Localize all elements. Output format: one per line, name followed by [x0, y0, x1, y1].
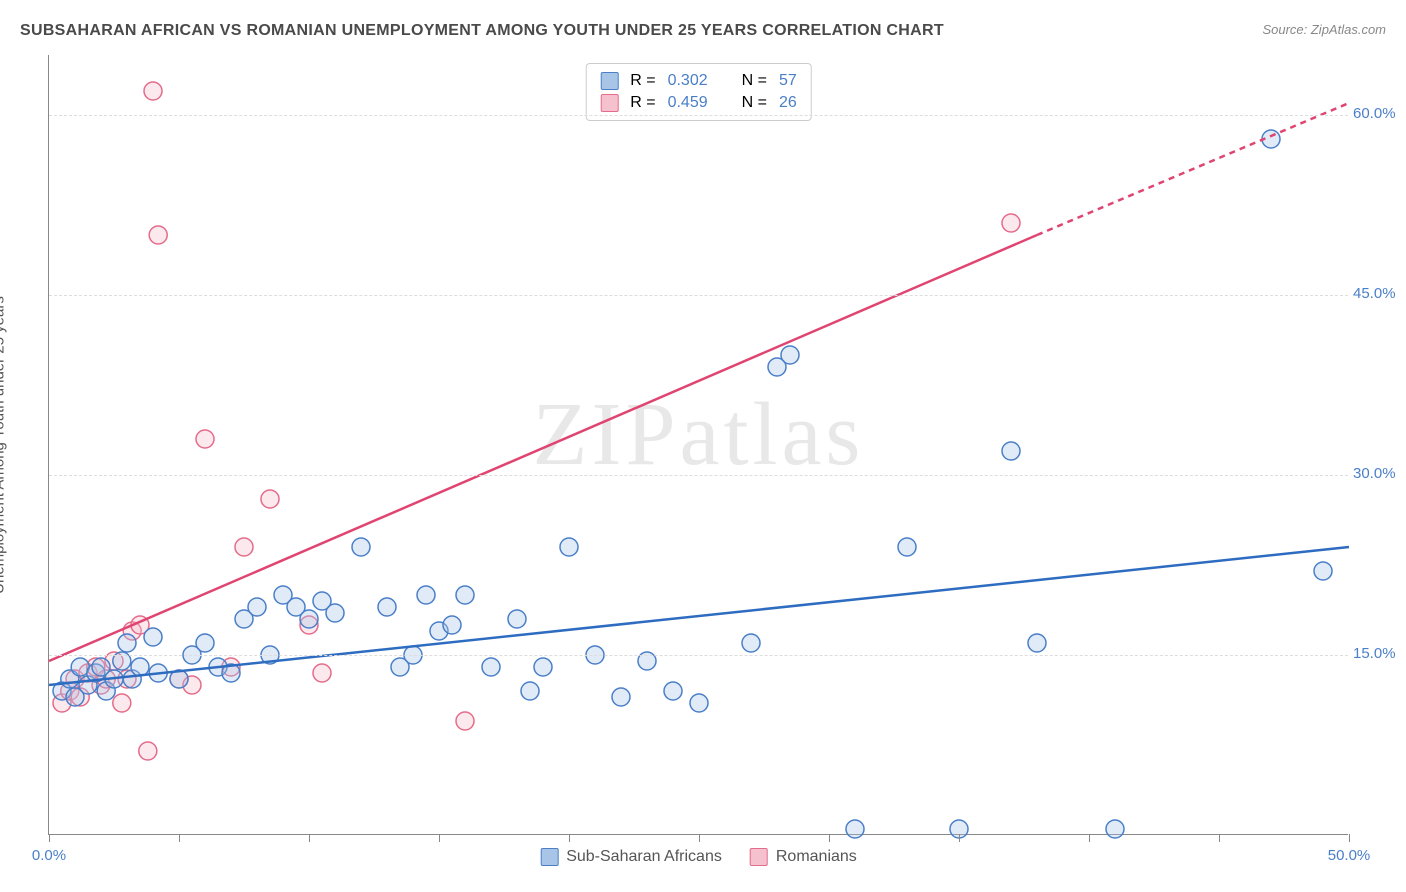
data-point-pink: [261, 490, 279, 508]
y-tick-label: 15.0%: [1353, 645, 1406, 662]
data-point-blue: [781, 346, 799, 364]
data-point-pink: [149, 226, 167, 244]
data-point-blue: [508, 610, 526, 628]
x-tick: [439, 834, 440, 842]
y-tick-label: 30.0%: [1353, 465, 1406, 482]
source-attribution: Source: ZipAtlas.com: [1262, 22, 1386, 37]
data-point-pink: [1002, 214, 1020, 232]
x-tick: [829, 834, 830, 842]
data-point-blue: [534, 658, 552, 676]
data-point-blue: [742, 634, 760, 652]
data-point-blue: [144, 628, 162, 646]
data-point-pink: [235, 538, 253, 556]
data-point-blue: [300, 610, 318, 628]
data-point-pink: [196, 430, 214, 448]
data-point-blue: [664, 682, 682, 700]
legend-label-blue: Sub-Saharan Africans: [566, 848, 722, 866]
swatch-pink: [750, 848, 768, 866]
data-point-blue: [560, 538, 578, 556]
y-tick-label: 45.0%: [1353, 285, 1406, 302]
data-point-blue: [1314, 562, 1332, 580]
data-point-blue: [131, 658, 149, 676]
x-tick: [49, 834, 50, 842]
data-point-blue: [690, 694, 708, 712]
plot-area: Unemployment Among Youth under 25 years …: [48, 55, 1348, 835]
data-point-blue: [846, 820, 864, 838]
data-point-blue: [196, 634, 214, 652]
gridline: [49, 655, 1348, 656]
x-tick: [569, 834, 570, 842]
series-legend: Sub-Saharan Africans Romanians: [540, 848, 857, 866]
x-tick: [1089, 834, 1090, 842]
x-tick: [1219, 834, 1220, 842]
y-axis-label: Unemployment Among Youth under 25 years: [0, 245, 8, 645]
data-point-blue: [326, 604, 344, 622]
data-point-blue: [612, 688, 630, 706]
x-tick: [1349, 834, 1350, 842]
chart-title: SUBSAHARAN AFRICAN VS ROMANIAN UNEMPLOYM…: [20, 22, 944, 40]
x-tick: [959, 834, 960, 842]
data-point-blue: [1002, 442, 1020, 460]
data-point-pink: [456, 712, 474, 730]
data-point-blue: [521, 682, 539, 700]
data-point-blue: [443, 616, 461, 634]
x-tick-label: 0.0%: [32, 847, 66, 864]
x-tick: [179, 834, 180, 842]
data-point-blue: [898, 538, 916, 556]
gridline: [49, 295, 1348, 296]
trend-line-pink-extrapolated: [1037, 103, 1349, 235]
data-point-pink: [113, 694, 131, 712]
data-point-blue: [482, 658, 500, 676]
data-point-pink: [139, 742, 157, 760]
data-point-blue: [378, 598, 396, 616]
data-point-blue: [248, 598, 266, 616]
data-point-blue: [352, 538, 370, 556]
legend-item-pink: Romanians: [750, 848, 857, 866]
x-tick-label: 50.0%: [1328, 847, 1371, 864]
x-tick: [309, 834, 310, 842]
legend-item-blue: Sub-Saharan Africans: [540, 848, 722, 866]
legend-label-pink: Romanians: [776, 848, 857, 866]
data-point-pink: [144, 82, 162, 100]
data-point-pink: [313, 664, 331, 682]
data-point-blue: [118, 634, 136, 652]
chart-svg: [49, 55, 1348, 834]
data-point-blue: [417, 586, 435, 604]
gridline: [49, 475, 1348, 476]
data-point-blue: [456, 586, 474, 604]
swatch-blue: [540, 848, 558, 866]
data-point-blue: [1028, 634, 1046, 652]
y-tick-label: 60.0%: [1353, 105, 1406, 122]
x-tick: [699, 834, 700, 842]
gridline: [49, 115, 1348, 116]
data-point-blue: [1106, 820, 1124, 838]
